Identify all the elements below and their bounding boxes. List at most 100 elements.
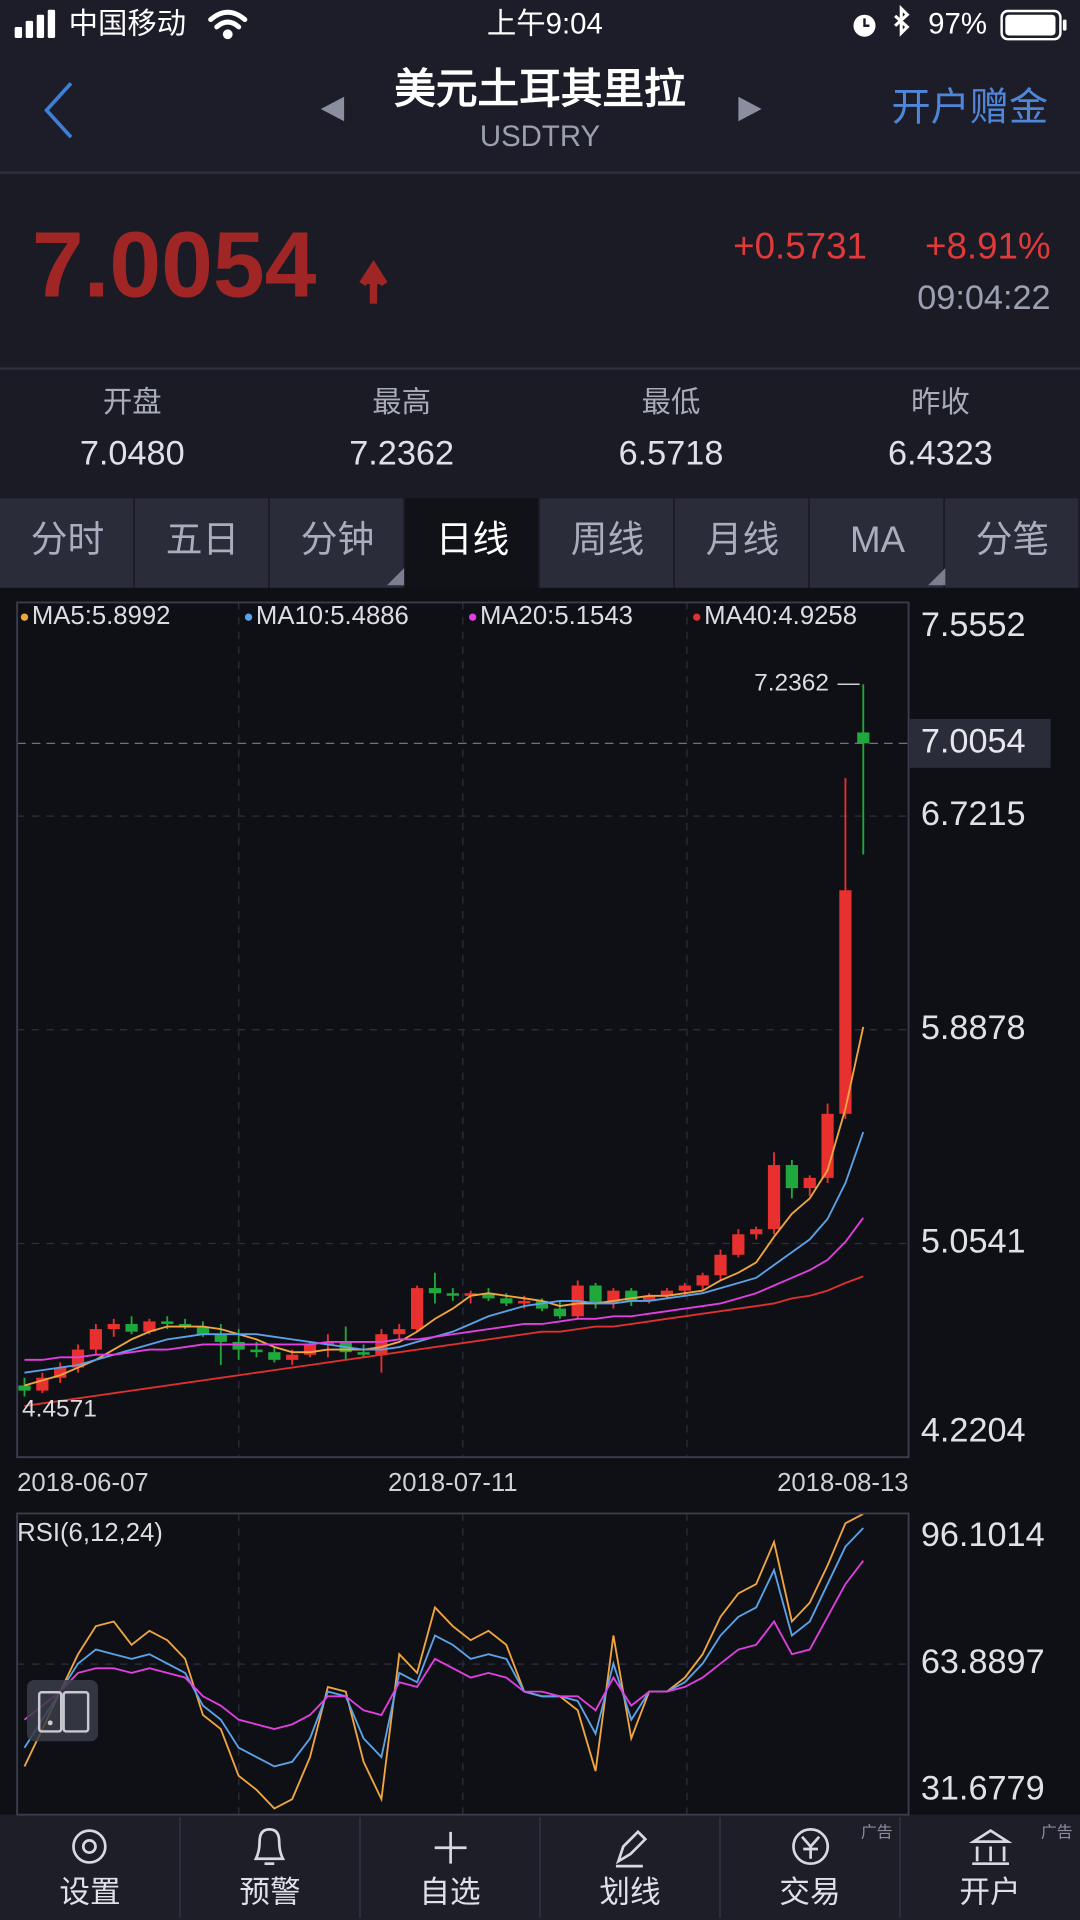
tab-label[interactable]: 月线	[706, 519, 779, 560]
open-account-link[interactable]: 开户赠金	[891, 87, 1048, 130]
tab-label[interactable]: 五日	[166, 519, 239, 560]
candle-body	[642, 1295, 656, 1301]
candle-body	[750, 1229, 763, 1235]
tab-bg[interactable]	[270, 498, 404, 588]
y-tick-label: 31.6779	[921, 1769, 1045, 1807]
candle-body	[250, 1349, 263, 1353]
nav-label[interactable]: 预警	[239, 1875, 300, 1909]
legend-value: 4.9258	[778, 602, 857, 630]
legend-entry: MA40:4.9258	[704, 602, 857, 630]
tab-bg[interactable]	[0, 498, 134, 588]
next-button[interactable]	[738, 96, 762, 122]
y-tick-label: 96.1014	[921, 1516, 1045, 1554]
tab-bg[interactable]	[405, 498, 539, 588]
tab-label[interactable]: 周线	[571, 519, 644, 560]
nav-label[interactable]: 交易	[779, 1875, 840, 1909]
candle-body	[286, 1354, 299, 1360]
pen-icon	[615, 1829, 648, 1868]
alarm-icon	[853, 14, 876, 37]
last-price-box	[909, 718, 1051, 768]
floating-button[interactable]	[26, 1680, 98, 1742]
legend-name: MA5	[32, 602, 85, 630]
candle-body	[535, 1300, 549, 1309]
y-tick-label: 6.7215	[921, 795, 1026, 833]
prev-button[interactable]	[320, 96, 345, 122]
tab-bg[interactable]	[675, 498, 809, 588]
ma-line	[24, 1026, 865, 1387]
candle-body	[357, 1352, 370, 1355]
plus-icon	[434, 1831, 467, 1864]
high-label: 7.2362	[754, 670, 829, 697]
stat-label: 昨收	[911, 386, 970, 419]
tab-label[interactable]: 分时	[31, 519, 104, 560]
candle-body	[428, 1288, 442, 1294]
change: +0.5731	[733, 225, 867, 266]
tab-label[interactable]: 分钟	[301, 519, 374, 560]
nav-label[interactable]: 开户	[959, 1875, 1020, 1909]
candle-body	[678, 1285, 691, 1291]
stat-value: 7.2362	[349, 435, 454, 473]
candle-body	[553, 1308, 567, 1317]
tab-bg[interactable]	[540, 498, 674, 588]
candle-body	[625, 1290, 638, 1301]
candle-body	[196, 1326, 210, 1335]
tab-bg[interactable]	[945, 498, 1079, 588]
candle-body	[714, 1254, 727, 1276]
candle-body	[696, 1275, 709, 1286]
back-button[interactable]	[44, 82, 73, 139]
legend-dot	[20, 613, 29, 621]
stat-label: 最高	[372, 386, 431, 419]
candle-body	[375, 1334, 388, 1355]
tab-label[interactable]: 分笔	[976, 519, 1049, 560]
legend-name: MA40	[704, 602, 771, 630]
yen-icon	[792, 1828, 830, 1866]
legend-dot	[468, 613, 477, 621]
up-arrow	[359, 260, 388, 304]
stat-value: 7.0480	[80, 435, 185, 473]
candle-body	[303, 1344, 317, 1355]
legend-separator: :	[323, 602, 330, 630]
candle-body	[214, 1334, 227, 1342]
ma-line	[24, 1131, 865, 1374]
rsi-title: RSI(6,12,24)	[17, 1519, 163, 1547]
candle-body	[803, 1177, 816, 1189]
quote-bg	[0, 173, 1080, 499]
x-tick-label: 2018-07-11	[388, 1469, 518, 1497]
ad-tag: 广告	[1041, 1823, 1073, 1841]
x-tick-label: 2018-08-13	[777, 1469, 908, 1497]
legend-value: 5.4886	[330, 602, 409, 630]
candle-body	[660, 1290, 674, 1296]
candle-body	[446, 1293, 459, 1296]
price: 7.0054	[32, 212, 317, 316]
tab-bg[interactable]	[135, 498, 269, 588]
candle-body	[393, 1329, 406, 1335]
legend-entry: MA20:5.1543	[480, 602, 633, 630]
stat-value: 6.4323	[888, 435, 993, 473]
nav-label[interactable]: 划线	[599, 1875, 660, 1909]
candle-body	[143, 1321, 156, 1332]
candle-body	[178, 1323, 192, 1327]
nav-label[interactable]: 设置	[59, 1875, 120, 1909]
legend-name: MA10	[256, 602, 323, 630]
nav-label[interactable]: 自选	[419, 1875, 480, 1909]
rsi-line	[23, 1527, 864, 1768]
legend-dot	[693, 613, 701, 621]
x-tick-label: 2018-06-07	[17, 1469, 148, 1497]
tab-label[interactable]: 日线	[436, 519, 509, 560]
ad-tag: 广告	[861, 1823, 893, 1841]
candle-body	[89, 1329, 102, 1350]
ma-line	[24, 1275, 864, 1407]
candle-body	[857, 732, 870, 744]
y-tick-label: 5.0541	[921, 1223, 1026, 1261]
candle-chart: 4.2204 5.0541 5.8878 6.7215 7.5552 2018-06-07…	[17, 601, 1051, 1497]
chart-bg	[0, 587, 1080, 1815]
rsi-frame	[16, 1512, 910, 1816]
rsi-line	[23, 1560, 864, 1730]
y-tick-label: 7.5552	[921, 606, 1026, 644]
tab-bg[interactable]	[810, 498, 944, 588]
gear-icon	[72, 1829, 107, 1864]
tab-label[interactable]: MA	[850, 519, 906, 560]
